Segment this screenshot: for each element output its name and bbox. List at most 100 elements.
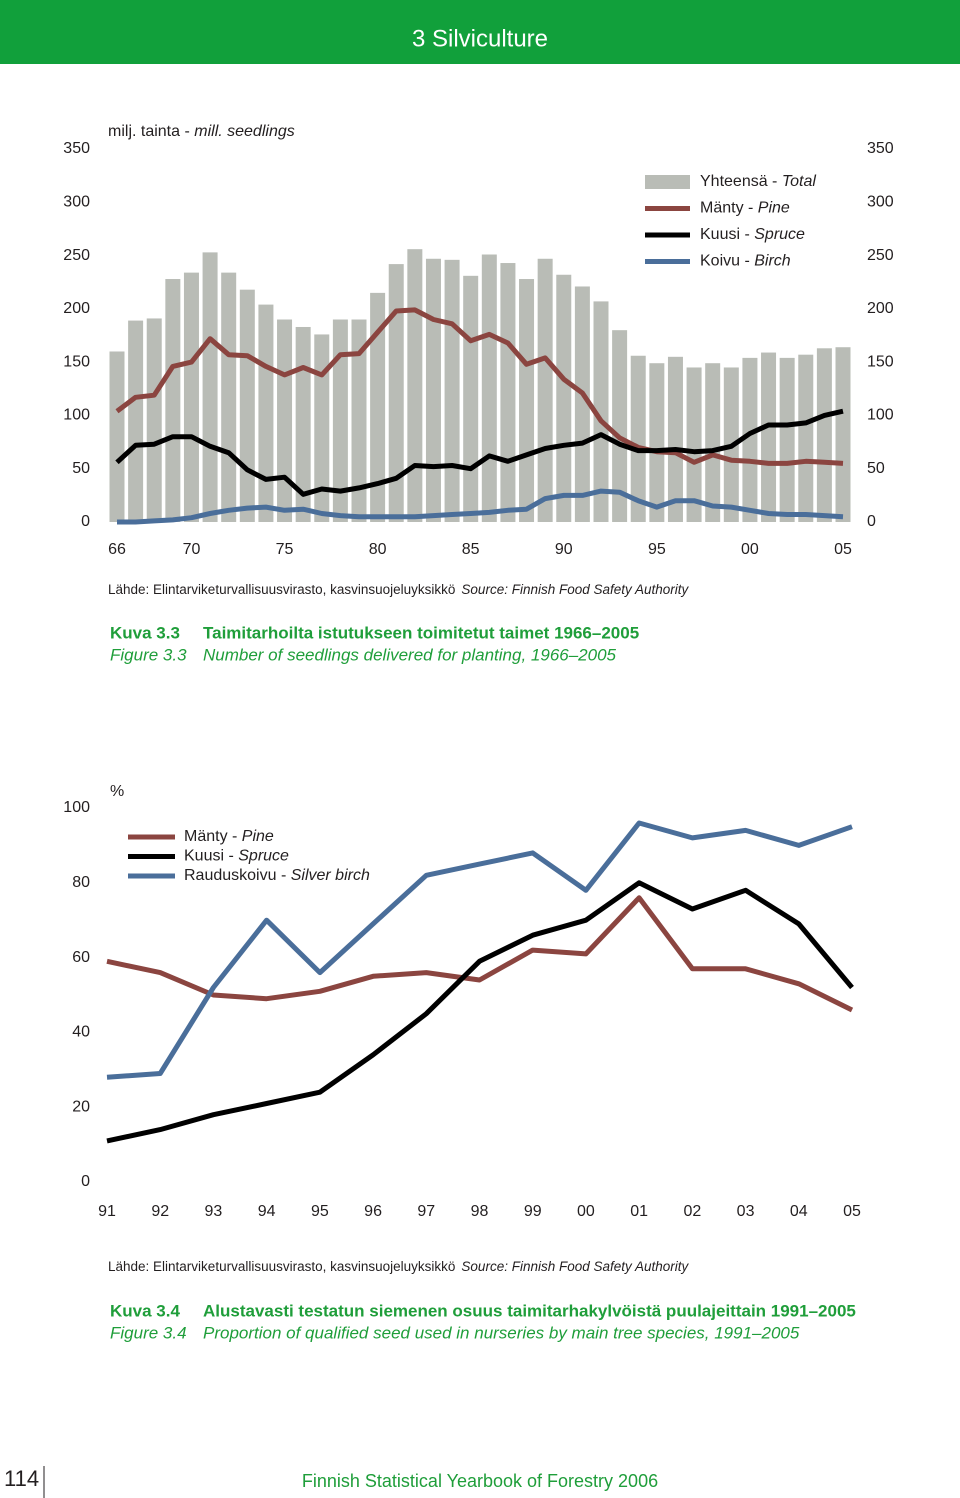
bar — [816, 348, 832, 522]
x-tick-label: 75 — [276, 541, 294, 558]
x-tick-label: 03 — [737, 1203, 755, 1220]
bar — [221, 272, 237, 522]
caption-label: Kuva 3.4 — [110, 1301, 180, 1320]
y-tick-label: 40 — [72, 1024, 90, 1041]
bar — [314, 334, 330, 522]
bar — [425, 258, 441, 522]
x-tick-label: 00 — [741, 541, 759, 558]
y-tick-label: 100 — [63, 799, 90, 816]
y-tick-label: 100 — [63, 407, 90, 424]
bar — [705, 363, 721, 522]
source-part: Source: Finnish Food Safety Authority — [461, 582, 689, 597]
footer-title: Finnish Statistical Yearbook of Forestry… — [302, 1471, 658, 1491]
bar — [351, 319, 367, 522]
bar — [593, 301, 609, 522]
source-part: Lähde: Elintarviketurvallisuusvirasto, k… — [108, 582, 455, 597]
legend-label: Kuusi - Spruce — [184, 848, 289, 865]
y-tick-label: 60 — [72, 949, 90, 966]
y-tick-label: 0 — [81, 1173, 90, 1190]
bar — [407, 249, 423, 523]
bar — [444, 259, 460, 522]
y2-tick-label: 0 — [867, 513, 876, 530]
x-tick-label: 70 — [183, 541, 201, 558]
caption-text: Proportion of qualified seed used in nur… — [203, 1323, 800, 1342]
source: Lähde: Elintarviketurvallisuusvirasto, k… — [108, 1259, 690, 1274]
bar — [686, 367, 702, 522]
bar — [742, 357, 758, 522]
caption-label: Kuva 3.3 — [110, 623, 180, 642]
y-tick-label: 0 — [81, 513, 90, 530]
bar — [463, 275, 479, 522]
bar — [835, 347, 851, 522]
bar — [128, 320, 144, 522]
y2-tick-label: 350 — [867, 140, 894, 157]
legend-label: Mänty - Pine — [184, 828, 274, 845]
y-axis-title: milj. tainta - mill. seedlings — [108, 123, 295, 140]
bar — [481, 254, 497, 522]
y-tick-label: 150 — [63, 353, 90, 370]
legend-label: Mänty - Pine — [700, 200, 790, 217]
line — [115, 307, 844, 466]
legend-label: Koivu - Birch — [700, 253, 791, 270]
bar — [109, 351, 125, 522]
line — [115, 408, 844, 497]
x-tick-label: 95 — [648, 541, 666, 558]
x-tick-label: 99 — [524, 1203, 542, 1220]
legend-swatch — [645, 175, 690, 189]
source-part: Source: Finnish Food Safety Authority — [461, 1259, 689, 1274]
y-tick-label: 200 — [63, 300, 90, 317]
y2-tick-label: 250 — [867, 247, 894, 264]
bar — [574, 286, 590, 522]
y2-tick-label: 200 — [867, 300, 894, 317]
line — [106, 820, 853, 1080]
bar — [649, 363, 665, 522]
source-part: Lähde: Elintarviketurvallisuusvirasto, k… — [108, 1259, 455, 1274]
x-tick-label: 95 — [311, 1203, 329, 1220]
bar — [332, 319, 348, 522]
bar — [165, 279, 181, 522]
x-tick-label: 85 — [462, 541, 480, 558]
legend-label: Rauduskoivu - Silver birch — [184, 867, 370, 884]
bar — [761, 352, 777, 522]
bar — [630, 355, 646, 522]
legend-label: Yhteensä - Total — [700, 173, 816, 190]
bar — [239, 289, 255, 522]
bar — [612, 330, 628, 522]
source: Lähde: Elintarviketurvallisuusvirasto, k… — [108, 582, 690, 597]
line — [106, 895, 854, 1013]
bar — [667, 356, 683, 522]
caption-label: Figure 3.3 — [110, 645, 187, 664]
x-tick-label: 66 — [108, 541, 126, 558]
x-tick-label: 92 — [151, 1203, 169, 1220]
x-tick-label: 05 — [843, 1203, 861, 1220]
x-tick-label: 94 — [258, 1203, 276, 1220]
x-tick-label: 80 — [369, 541, 387, 558]
bar — [779, 357, 795, 522]
caption-text: Taimitarhoilta istutukseen toimitetut ta… — [203, 623, 639, 642]
x-tick-label: 00 — [577, 1203, 595, 1220]
y-axis-title: % — [110, 783, 124, 800]
caption-label: Figure 3.4 — [110, 1323, 187, 1342]
x-tick-label: 93 — [205, 1203, 223, 1220]
y-tick-label: 300 — [63, 194, 90, 211]
caption-text: Number of seedlings delivered for planti… — [203, 645, 617, 664]
x-tick-label: 02 — [683, 1203, 701, 1220]
page-number: 114 — [4, 1466, 39, 1491]
legend-label: Kuusi - Spruce — [700, 226, 805, 243]
bar — [798, 354, 814, 522]
header-bar — [0, 0, 960, 64]
y2-tick-label: 150 — [867, 353, 894, 370]
x-tick-label: 96 — [364, 1203, 382, 1220]
bar — [556, 274, 572, 522]
y-tick-label: 250 — [63, 247, 90, 264]
bar — [519, 279, 535, 522]
bar — [277, 319, 293, 522]
bar — [202, 252, 218, 523]
y-tick-label: 20 — [72, 1098, 90, 1115]
y-tick-label: 350 — [63, 140, 90, 157]
x-tick-label: 01 — [630, 1203, 648, 1220]
bar — [500, 263, 516, 522]
y2-tick-label: 300 — [867, 194, 894, 211]
y2-tick-label: 50 — [867, 460, 885, 477]
